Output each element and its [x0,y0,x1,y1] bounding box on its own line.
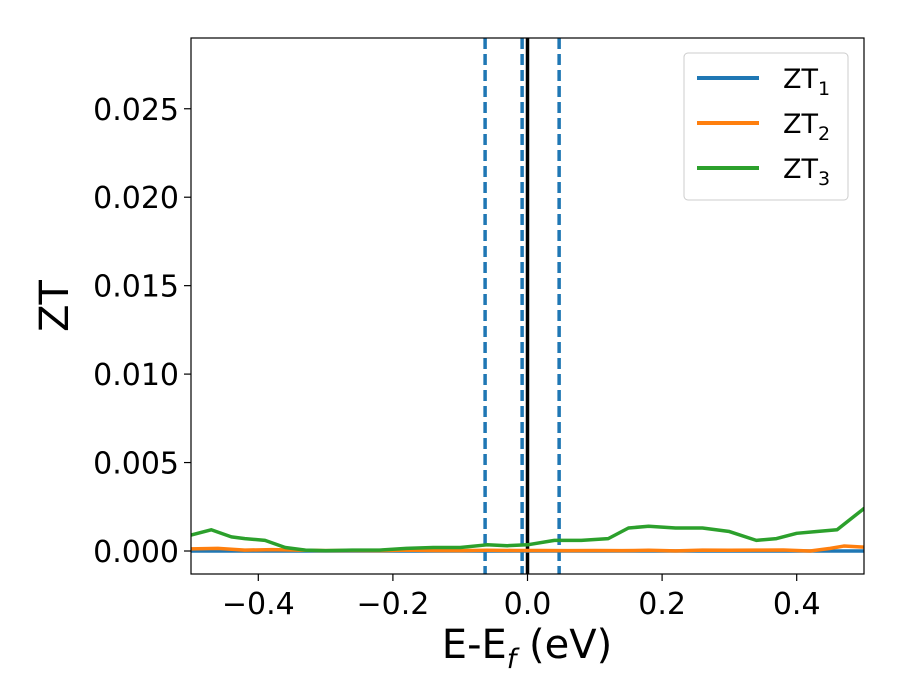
y-axis-ticks: 0.000 0.005 0.010 0.015 0.020 0.025 [93,93,191,570]
legend-label-zt2: ZT2 [783,109,830,145]
x-axis-title-main: E-E [442,622,507,668]
legend: ZT1 ZT2 ZT3 [683,52,849,201]
legend-label-zt3: ZT3 [783,154,830,190]
y-tick-label: 0.025 [93,93,179,128]
y-tick-label: 0.010 [93,358,179,393]
x-axis-title-unit: (eV) [516,622,612,668]
y-axis-title: ZT [32,280,78,332]
series-line-zt3 [191,506,864,553]
series-lines [191,506,864,553]
y-tick-label: 0.000 [93,535,179,570]
x-axis-ticks: −0.4 −0.2 0.0 0.2 0.4 [222,574,821,622]
x-tick-label: 0.0 [504,587,552,622]
x-tick-label: 0.2 [638,587,686,622]
vertical-reference-lines [483,38,561,574]
x-axis-title: E-Ef (eV) [442,622,612,675]
legend-box [683,52,849,201]
y-tick-label: 0.015 [93,270,179,305]
x-tick-label: −0.2 [356,587,429,622]
x-tick-label: −0.4 [222,587,295,622]
y-tick-label: 0.020 [93,181,179,216]
y-tick-label: 0.005 [93,447,179,482]
x-tick-label: 0.4 [773,587,821,622]
legend-label-zt1: ZT1 [783,64,830,100]
